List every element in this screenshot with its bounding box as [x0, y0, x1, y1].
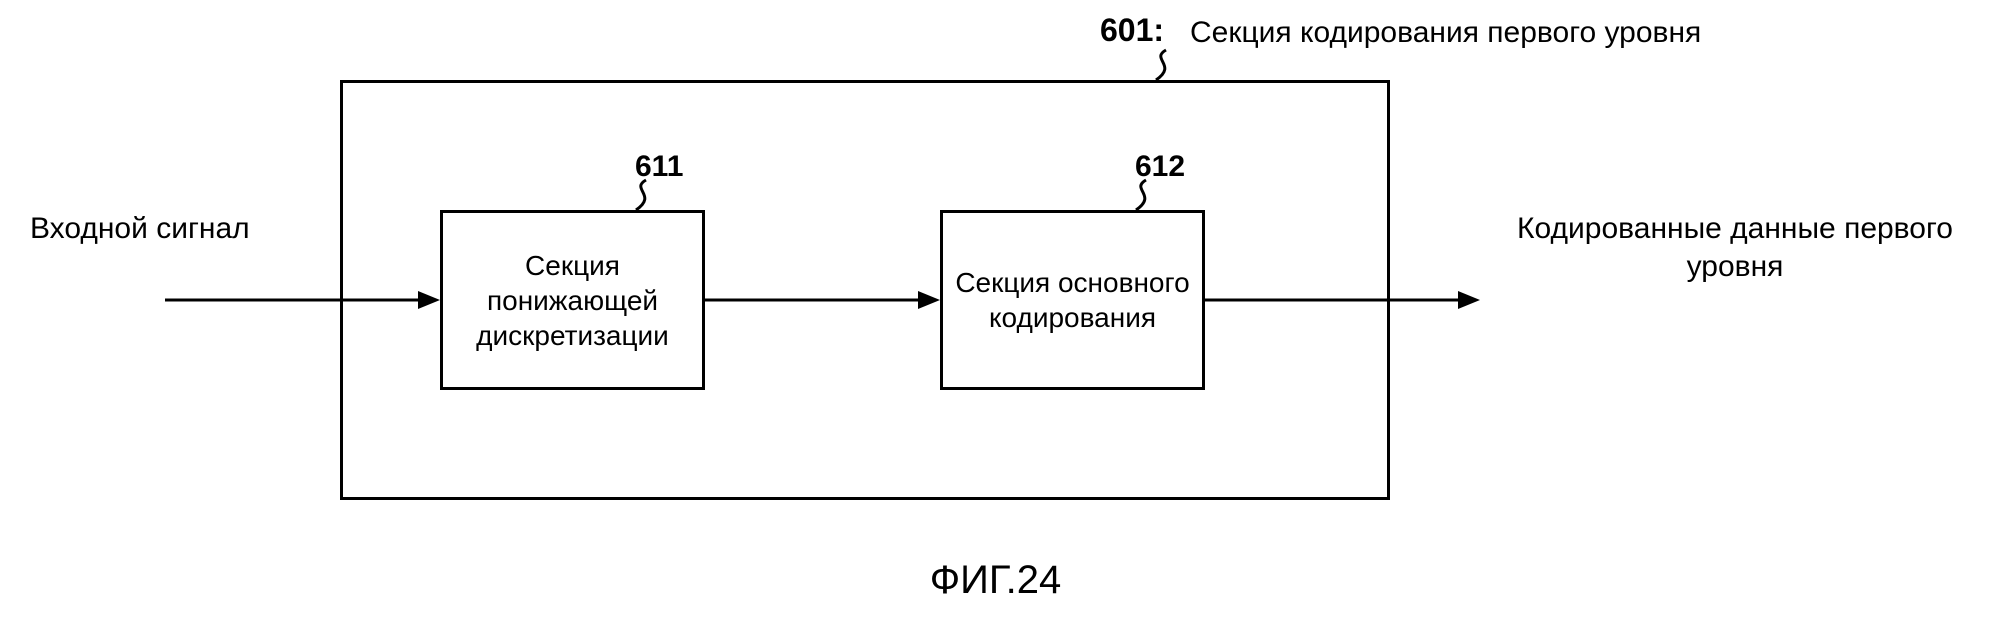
diagram-canvas: Секция понижающей дискретизации Секция о…	[0, 0, 1991, 630]
block-611-text: Секция понижающей дискретизации	[449, 248, 696, 353]
ref-squiggle	[1156, 50, 1166, 80]
ref-601-label: Секция кодирования первого уровня	[1190, 14, 1701, 52]
figure-caption: ФИГ.24	[0, 555, 1991, 605]
ref-612-number: 612	[1135, 148, 1185, 186]
block-611: Секция понижающей дискретизации	[440, 210, 705, 390]
ref-601-number: 601:	[1100, 10, 1164, 50]
edge-arrowhead	[1458, 291, 1480, 309]
block-612-text: Секция основного кодирования	[949, 265, 1196, 335]
ref-611-number: 611	[635, 148, 683, 186]
output-label: Кодированные данные первого уровня	[1500, 210, 1970, 285]
input-label: Входной сигнал	[30, 210, 250, 248]
block-612: Секция основного кодирования	[940, 210, 1205, 390]
